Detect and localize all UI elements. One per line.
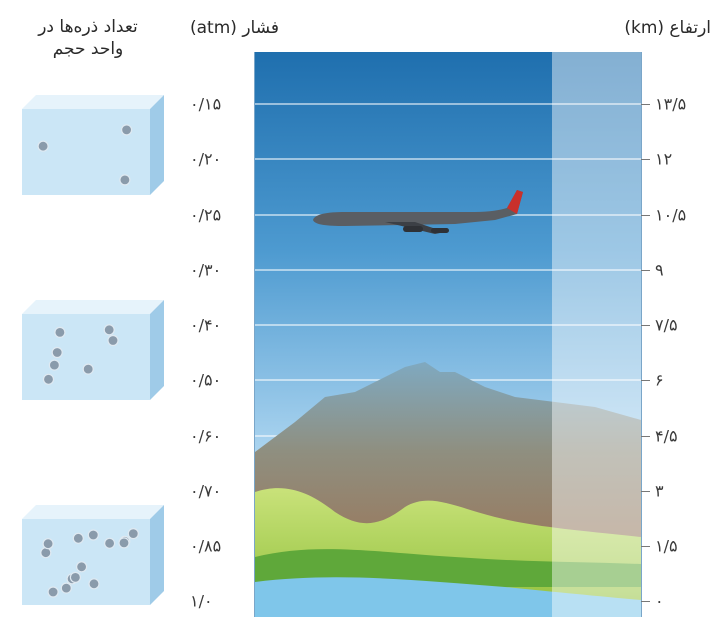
altitude-tick: [641, 601, 650, 602]
pressure-header: فشار (atm): [190, 18, 280, 38]
particle: [103, 537, 116, 549]
cube-side-face: [150, 95, 164, 195]
particle: [87, 529, 99, 541]
particle: [60, 582, 72, 594]
particles-header-line1: تعداد ذره‌ها در: [38, 17, 138, 37]
particle-box-bottom: [22, 505, 164, 605]
particle: [40, 547, 52, 559]
altitude-tick: [641, 546, 650, 547]
altitude-label: ۷/۵: [655, 315, 678, 335]
cube-front-face: [22, 109, 150, 195]
particles-header: تعداد ذره‌ها در واحد حجم: [8, 16, 168, 60]
altitude-header: ارتفاع (km): [624, 18, 711, 38]
altitude-tick: [641, 436, 650, 437]
particle: [75, 561, 88, 573]
altitude-label: ۹: [655, 260, 664, 280]
particle: [72, 532, 84, 544]
particle-box-top: [22, 95, 164, 195]
pressure-label: ۰/۶۰: [190, 426, 222, 446]
cube-side-face: [150, 505, 164, 605]
altitude-overlay-band: [552, 52, 641, 617]
cube-side-face: [150, 300, 164, 400]
atmosphere-illustration: [255, 52, 641, 617]
altitude-label: ۱۳/۵: [655, 94, 687, 114]
pressure-label: ۱/۰: [190, 591, 213, 611]
particle: [47, 586, 59, 598]
cube-top-face: [22, 95, 164, 109]
particle: [127, 528, 139, 540]
altitude-tick: [641, 159, 650, 160]
particle: [118, 537, 130, 549]
particle-box-middle: [22, 300, 164, 400]
water: [255, 577, 641, 617]
pressure-label: ۰/۲۰: [190, 149, 222, 169]
particle: [107, 334, 119, 347]
altitude-tick: [641, 380, 650, 381]
pressure-label: ۰/۴۰: [190, 315, 222, 335]
cube-front-face: [22, 314, 150, 400]
pressure-label: ۰/۳۰: [190, 260, 222, 280]
altitude-tick: [641, 325, 650, 326]
particle-cube: [22, 505, 164, 605]
pressure-label: ۰/۱۵: [190, 94, 222, 114]
pressure-label: ۰/۲۵: [190, 205, 222, 225]
cube-top-face: [22, 300, 164, 314]
particle: [42, 538, 54, 550]
particle: [103, 324, 115, 336]
particle: [120, 124, 133, 136]
particle: [88, 578, 100, 590]
airplane-icon: [313, 190, 523, 234]
particle-cube: [22, 300, 164, 400]
particle: [54, 326, 66, 339]
particle: [48, 359, 61, 371]
particle: [69, 571, 82, 584]
pressure-label: ۰/۷۰: [190, 481, 222, 501]
particle: [37, 140, 49, 152]
particle: [119, 174, 131, 186]
pressure-label: ۰/۸۵: [190, 536, 222, 556]
altitude-tick: [641, 104, 650, 105]
altitude-label: ۱۰/۵: [655, 205, 687, 225]
pressure-label: ۰/۵۰: [190, 370, 222, 390]
particle-cube: [22, 95, 164, 195]
altitude-tick: [641, 491, 650, 492]
altitude-label: ۴/۵: [655, 426, 678, 446]
particle: [82, 363, 94, 375]
cube-top-face: [22, 505, 164, 519]
particles-header-line2: واحد حجم: [52, 39, 124, 59]
particle: [42, 373, 55, 385]
altitude-label: ۱۲: [655, 149, 673, 169]
particle: [51, 346, 63, 359]
atmosphere-panel: [254, 52, 642, 617]
altitude-label: ۳: [655, 481, 664, 501]
altitude-label: ۱/۵: [655, 536, 678, 556]
altitude-tick: [641, 215, 650, 216]
altitude-tick: [641, 270, 650, 271]
altitude-label: ۰: [655, 591, 664, 611]
altitude-label: ۶: [655, 370, 664, 390]
